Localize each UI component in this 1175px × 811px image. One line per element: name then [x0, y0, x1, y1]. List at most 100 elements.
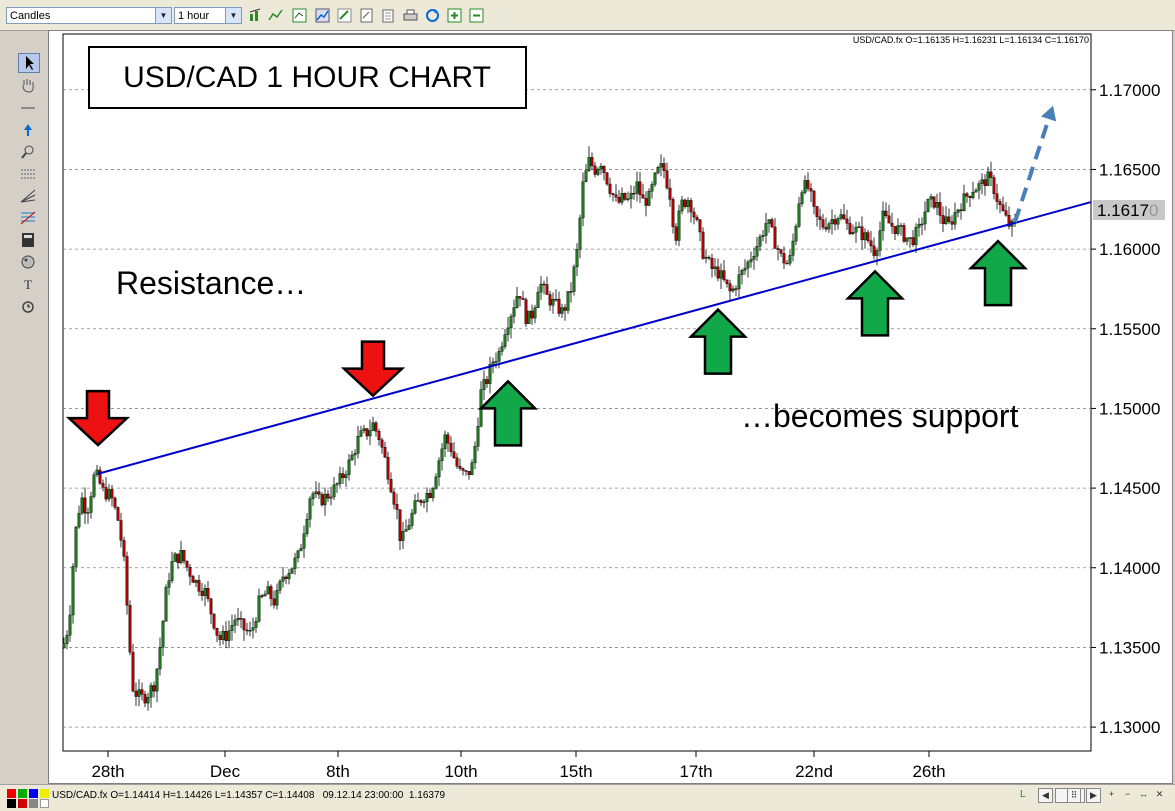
candle-body [134, 690, 138, 697]
fibonacci-icon[interactable] [18, 209, 38, 227]
calculator-icon[interactable] [18, 231, 38, 249]
candle-body [137, 689, 141, 697]
bar-chart-icon[interactable] [248, 8, 263, 23]
scroll-left-icon[interactable]: ◀ [1038, 788, 1053, 803]
candle-body [941, 215, 945, 225]
candle-body [407, 525, 411, 530]
chart-window[interactable]: 1.17000 1.16500 1.16000 1.15500 1.15000 1.145… [48, 30, 1173, 784]
candle-body [644, 198, 648, 206]
candle-body [647, 190, 651, 206]
candle-body [740, 270, 744, 275]
indicators-icon[interactable] [292, 8, 307, 23]
text-icon[interactable]: T [18, 275, 38, 293]
status-text: USD/CAD.fx O=1.14414 H=1.14426 L=1.14357… [52, 790, 446, 801]
y-tick-label: 1.14000 [1099, 559, 1160, 578]
zoom-out-icon[interactable]: − [1124, 789, 1131, 799]
gray-color-swatch[interactable] [29, 799, 38, 808]
chevron-down-icon[interactable]: ▼ [155, 8, 171, 23]
red-color-swatch[interactable] [7, 789, 16, 798]
line-chart-icon[interactable] [268, 8, 283, 23]
restore-icon[interactable]: ↔ [1139, 789, 1148, 799]
candle-body [98, 469, 102, 484]
candle-body [185, 560, 189, 568]
candle-body [287, 573, 291, 579]
horizontal-line-icon[interactable] [18, 99, 38, 117]
candle-body [806, 180, 810, 189]
scroll-right-icon[interactable]: ▶ [1086, 788, 1101, 803]
blue-color-swatch[interactable] [29, 789, 38, 798]
template-icon[interactable] [359, 8, 374, 23]
candle-body [875, 250, 879, 256]
candle-body [77, 512, 81, 528]
yellow-color-swatch[interactable] [40, 789, 49, 798]
candle-body [779, 249, 783, 254]
candle-body [683, 199, 687, 207]
candle-body [305, 519, 309, 535]
candle-body [446, 434, 450, 444]
chevron-down-icon[interactable]: ▼ [225, 8, 241, 23]
candle-body [755, 246, 759, 257]
candle-body [182, 550, 186, 562]
current-price: 1.16170 [1097, 201, 1158, 220]
current-price-digit: 0 [1149, 201, 1158, 220]
candle-body [815, 206, 819, 217]
candle-body [380, 439, 384, 448]
chart-type-select[interactable]: Candles ▼ [6, 7, 172, 24]
green-color-swatch[interactable] [18, 789, 27, 798]
alarm-icon[interactable] [18, 297, 38, 315]
x-axis: 28th Dec 8th 10th 15th 17th 22nd 26th [91, 751, 946, 781]
candle-body [614, 194, 618, 198]
black-color-swatch[interactable] [7, 799, 16, 808]
candle-body [962, 193, 966, 211]
candle-body [719, 270, 723, 279]
candle-body [404, 529, 408, 532]
log-icon[interactable]: L [1020, 789, 1026, 800]
candle-body [884, 210, 888, 217]
candle-body [860, 226, 864, 241]
candle-body [608, 183, 612, 194]
print-icon[interactable] [403, 8, 418, 23]
candle-body [320, 494, 324, 506]
copy-icon[interactable] [381, 8, 396, 23]
price-chart[interactable]: 1.17000 1.16500 1.16000 1.15500 1.15000 1.145… [49, 31, 1174, 785]
arrow-icon[interactable] [18, 121, 38, 139]
candle-body [296, 550, 300, 559]
candle-body [917, 223, 921, 228]
candle-body [119, 520, 123, 541]
candle-body [938, 202, 942, 216]
candle-body [398, 509, 402, 541]
candle-body [281, 576, 285, 582]
candle-body [242, 618, 246, 631]
refresh-icon[interactable] [425, 8, 440, 23]
candle-body [416, 500, 420, 502]
pointer-icon[interactable] [18, 53, 40, 73]
timeframe-select[interactable]: 1 hour ▼ [174, 7, 242, 24]
candle-body [335, 483, 339, 486]
white-color-swatch[interactable] [40, 799, 49, 808]
candle-body [707, 256, 711, 259]
candle-body [662, 163, 666, 171]
zoom-icon[interactable] [18, 143, 38, 161]
draw-icon[interactable] [337, 8, 352, 23]
scrollbar-thumb[interactable]: ⠿ [1067, 788, 1081, 803]
candle-body [392, 491, 396, 505]
candle-body [899, 225, 903, 227]
candle-body [599, 166, 603, 170]
candle-body [551, 298, 555, 306]
candle-body [542, 283, 546, 286]
hand-icon[interactable] [18, 76, 38, 94]
trend-icon[interactable] [315, 8, 330, 23]
x-tick-label: 8th [326, 762, 350, 781]
candle-body [65, 634, 69, 644]
zoom-in-icon[interactable] [447, 8, 462, 23]
fan-icon[interactable] [18, 187, 38, 205]
zoom-in-icon[interactable]: + [1108, 789, 1115, 799]
grid-icon[interactable] [18, 165, 38, 183]
zoom-out-icon[interactable] [469, 8, 484, 23]
close-icon[interactable]: ✕ [1155, 789, 1164, 799]
candle-body [215, 627, 219, 636]
support-label: …becomes support [741, 398, 1019, 434]
trendline[interactable] [97, 201, 1092, 475]
darkred-color-swatch[interactable] [18, 799, 27, 808]
palette-icon[interactable] [18, 253, 38, 271]
